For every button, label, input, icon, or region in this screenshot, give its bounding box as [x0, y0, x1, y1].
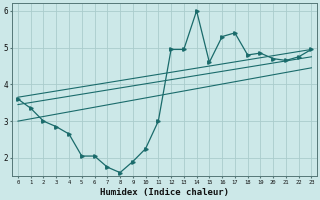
X-axis label: Humidex (Indice chaleur): Humidex (Indice chaleur)	[100, 188, 228, 197]
